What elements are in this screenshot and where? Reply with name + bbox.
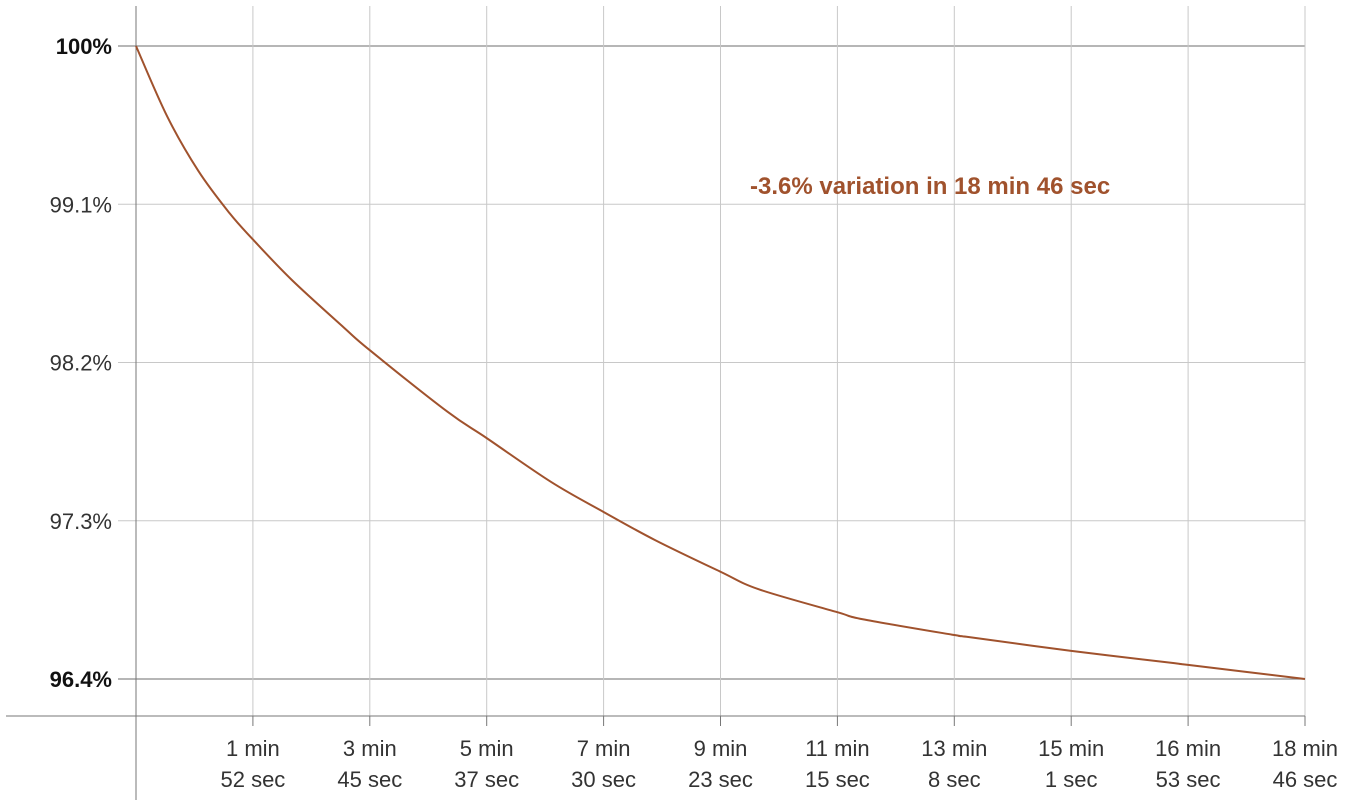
x-tick-label-line2: 30 sec <box>571 767 636 792</box>
x-tick-label-line2: 52 sec <box>220 767 285 792</box>
x-tick-label-line2: 15 sec <box>805 767 870 792</box>
x-tick-label-line1: 5 min <box>460 736 514 761</box>
x-tick-label-line1: 16 min <box>1155 736 1221 761</box>
grid-layer <box>118 6 1306 716</box>
y-tick-label: 96.4% <box>50 667 112 692</box>
x-tick-label-line1: 7 min <box>577 736 631 761</box>
x-tick-label-line2: 46 sec <box>1273 767 1338 792</box>
x-tick-label-line2: 8 sec <box>928 767 981 792</box>
y-tick-label: 100% <box>56 34 112 59</box>
variation-annotation: -3.6% variation in 18 min 46 sec <box>750 173 1110 200</box>
x-tick-label-line2: 53 sec <box>1156 767 1221 792</box>
x-tick-label-line1: 18 min <box>1272 736 1338 761</box>
x-tick-label-line1: 11 min <box>805 736 869 761</box>
x-tick-label-line2: 23 sec <box>688 767 753 792</box>
x-tick-label-line1: 1 min <box>226 736 280 761</box>
x-tick-label-line2: 37 sec <box>454 767 519 792</box>
y-tick-label: 98.2% <box>50 351 112 376</box>
x-tick-label-line2: 45 sec <box>337 767 402 792</box>
axis-layer <box>6 6 1306 800</box>
x-tick-label-line1: 3 min <box>343 736 397 761</box>
y-tick-label: 97.3% <box>50 509 112 534</box>
label-layer: 100% 99.1% 98.2% 97.3% 96.4% 1 min 52 sec 3 min… <box>50 34 1338 792</box>
x-tick-label-line1: 13 min <box>921 736 987 761</box>
y-tick-label: 99.1% <box>50 192 112 217</box>
x-tick-label-line1: 15 min <box>1038 736 1104 761</box>
x-tick-label-line2: 1 sec <box>1045 767 1098 792</box>
x-tick-label-line1: 9 min <box>694 736 748 761</box>
series-line <box>135 45 1306 680</box>
series-layer <box>135 45 1306 680</box>
